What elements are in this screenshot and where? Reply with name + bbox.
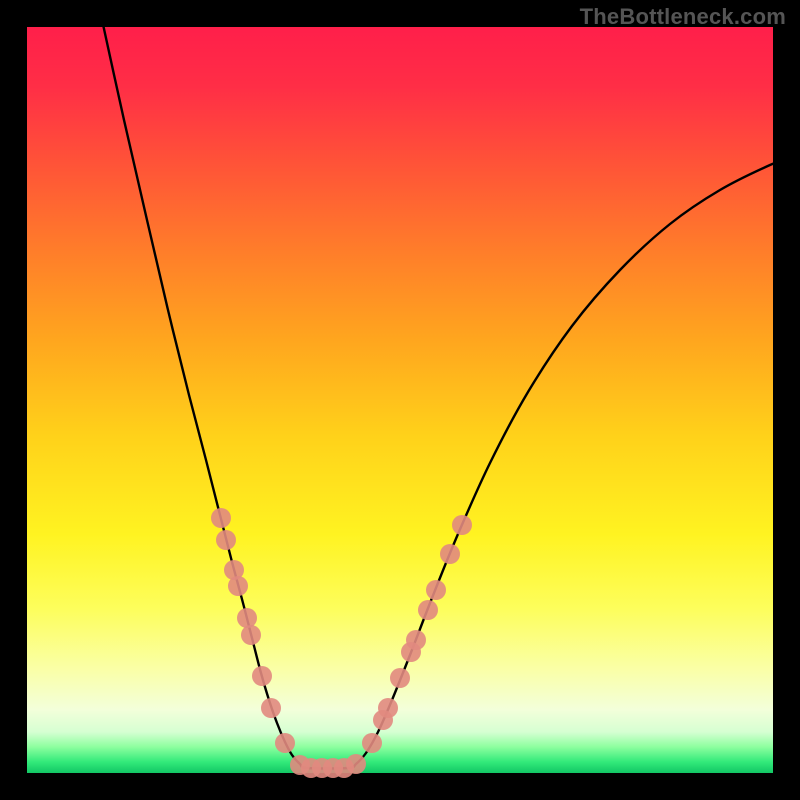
data-marker: [241, 625, 261, 645]
chart-container: TheBottleneck.com: [0, 0, 800, 800]
data-marker: [418, 600, 438, 620]
plot-background: [27, 27, 773, 773]
data-marker: [216, 530, 236, 550]
data-marker: [452, 515, 472, 535]
data-marker: [406, 630, 426, 650]
data-marker: [426, 580, 446, 600]
data-marker: [346, 754, 366, 774]
data-marker: [440, 544, 460, 564]
data-marker: [390, 668, 410, 688]
data-marker: [275, 733, 295, 753]
data-marker: [252, 666, 272, 686]
data-marker: [237, 608, 257, 628]
data-marker: [378, 698, 398, 718]
chart-svg: [0, 0, 800, 800]
data-marker: [211, 508, 231, 528]
data-marker: [261, 698, 281, 718]
watermark-text: TheBottleneck.com: [580, 4, 786, 30]
data-marker: [362, 733, 382, 753]
data-marker: [228, 576, 248, 596]
